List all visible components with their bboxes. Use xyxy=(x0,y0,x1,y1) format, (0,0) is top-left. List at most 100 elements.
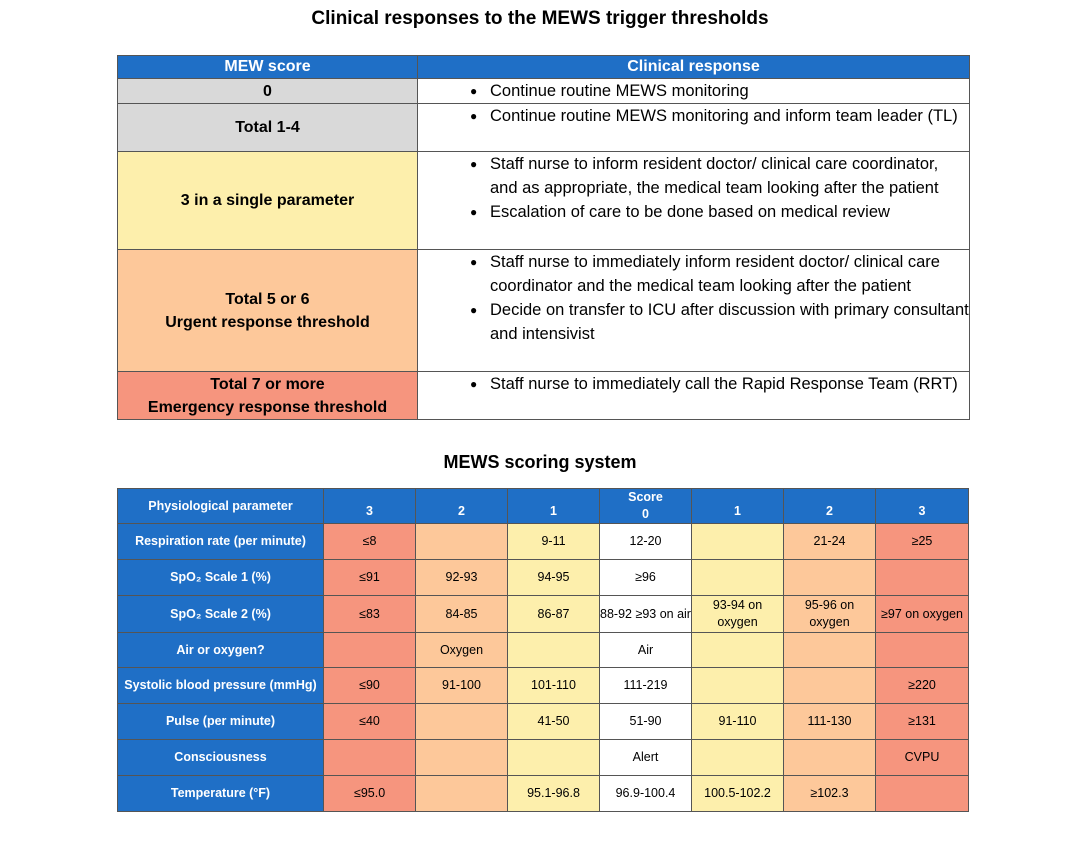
response-list: Staff nurse to immediately inform reside… xyxy=(418,250,969,346)
score-cell xyxy=(415,775,508,812)
clinical-response-cell: Staff nurse to immediately inform reside… xyxy=(417,249,970,372)
parameter-name: SpO₂ Scale 2 (%) xyxy=(117,595,324,633)
score-cell xyxy=(875,632,969,668)
scoring-row: Pulse (per minute) ≤40 41-50 51-90 91-110 111… xyxy=(117,703,969,740)
score-cell: 9-11 xyxy=(507,523,600,560)
score-cell: 94-95 xyxy=(507,559,600,596)
score-cell: 96.9-100.4 xyxy=(599,775,692,812)
score-cell xyxy=(415,703,508,740)
score-cell: CVPU xyxy=(875,739,969,776)
score-cell: 51-90 xyxy=(599,703,692,740)
mew-score-text: 3 in a single parameter xyxy=(180,192,355,209)
page-title: Clinical responses to the MEWS trigger t… xyxy=(311,8,769,29)
parameter-name: Air or oxygen? xyxy=(117,632,324,668)
scoring-system-title: MEWS scoring system xyxy=(443,452,637,472)
response-item: Staff nurse to inform resident doctor/ c… xyxy=(470,152,969,200)
score-cell: ≤40 xyxy=(323,703,416,740)
score-cell: 95.1-96.8 xyxy=(507,775,600,812)
parameter-name: Pulse (per minute) xyxy=(117,703,324,740)
score-cell xyxy=(323,632,416,668)
score-cell: ≤91 xyxy=(323,559,416,596)
parameter-name: Respiration rate (per minute) xyxy=(117,523,324,560)
mew-score-cell: 0 xyxy=(117,78,418,104)
response-row: Total 1-4 Continue routine MEWS monitorin… xyxy=(117,103,970,152)
score-cell xyxy=(691,739,784,776)
score-cell: Alert xyxy=(599,739,692,776)
score-cell: 12-20 xyxy=(599,523,692,560)
score-cell: 100.5-102.2 xyxy=(691,775,784,812)
score-column-header: 1 xyxy=(507,488,600,524)
score-cell: ≤8 xyxy=(323,523,416,560)
mew-score-text: 0 xyxy=(263,82,272,100)
scoring-row: Temperature (°F) ≤95.0 95.1-96.8 96.9-100.4… xyxy=(117,775,969,812)
score-cell: ≥131 xyxy=(875,703,969,740)
score-cell: Oxygen xyxy=(415,632,508,668)
score-cell xyxy=(691,667,784,704)
mew-score-cell: Total 5 or 6 Urgent response threshold xyxy=(117,249,418,372)
physiological-parameter-header: Physiological parameter xyxy=(117,488,324,524)
scoring-row: Air or oxygen? Oxygen Air xyxy=(117,632,969,668)
score-cell xyxy=(875,775,969,812)
mew-score-text: Total 7 or more xyxy=(210,375,325,393)
score-column-header: 3 xyxy=(323,488,416,524)
score-cell xyxy=(323,739,416,776)
score-cell xyxy=(415,523,508,560)
mew-score-text: Total 1-4 xyxy=(235,119,300,136)
mew-score-text: Urgent response threshold xyxy=(165,313,370,331)
scoring-row: Consciousness Alert CVPU xyxy=(117,739,969,776)
score-cell: 88-92 ≥93 on air xyxy=(599,595,692,633)
score-column-header: 3 xyxy=(875,488,969,524)
mew-score-cell: Total 7 or more Emergency response thresh… xyxy=(117,371,418,420)
score-cell: 86-87 xyxy=(507,595,600,633)
score-cell: 95-96 on oxygen xyxy=(783,595,876,633)
scoring-row: SpO₂ Scale 1 (%) ≤91 92-93 94-95 ≥96 xyxy=(117,559,969,596)
mew-score-text: Total 5 or 6 xyxy=(225,290,310,308)
score-cell xyxy=(507,739,600,776)
response-table-header: MEW score Clinical response xyxy=(117,55,970,79)
score-column-header: 1 xyxy=(691,488,784,524)
response-row: Total 5 or 6 Urgent response threshold Sta… xyxy=(117,249,970,372)
clinical-response-cell: Continue routine MEWS monitoring xyxy=(417,78,970,104)
score-column-header: 2 xyxy=(415,488,508,524)
score-value: 0 xyxy=(642,507,649,521)
score-cell: 111-130 xyxy=(783,703,876,740)
response-item: Staff nurse to immediately inform reside… xyxy=(470,250,969,298)
response-row: 0 Continue routine MEWS monitoring xyxy=(117,78,970,104)
scoring-row: Respiration rate (per minute) ≤8 9-11 12-20… xyxy=(117,523,969,560)
mew-score-cell: 3 in a single parameter xyxy=(117,151,418,250)
score-cell xyxy=(507,632,600,668)
score-cell: 21-24 xyxy=(783,523,876,560)
response-item: Escalation of care to be done based on m… xyxy=(470,200,969,224)
clinical-response-table: MEW score Clinical response 0 Continue ro… xyxy=(117,55,970,420)
score-cell: ≥25 xyxy=(875,523,969,560)
response-list: Staff nurse to immediately call the Rapi… xyxy=(418,372,969,396)
score-cell: ≤95.0 xyxy=(323,775,416,812)
response-row: 3 in a single parameter Staff nurse to in… xyxy=(117,151,970,250)
mew-score-text: Emergency response threshold xyxy=(147,398,388,416)
score-cell: ≥102.3 xyxy=(783,775,876,812)
mews-scoring-table: Physiological parameter 3 2 1 Score 0 1 2 3 Respi… xyxy=(117,488,969,812)
score-cell xyxy=(691,632,784,668)
score-column-header: 2 xyxy=(783,488,876,524)
score-cell: ≥220 xyxy=(875,667,969,704)
score-cell xyxy=(691,523,784,560)
score-cell: 91-100 xyxy=(415,667,508,704)
score-cell: 91-110 xyxy=(691,703,784,740)
mew-score-cell: Total 1-4 xyxy=(117,103,418,152)
response-item: Staff nurse to immediately call the Rapi… xyxy=(470,372,969,396)
parameter-name: Consciousness xyxy=(117,739,324,776)
clinical-response-header: Clinical response xyxy=(417,55,970,79)
score-cell xyxy=(783,739,876,776)
scoring-row: SpO₂ Scale 2 (%) ≤83 84-85 86-87 88-92 ≥93 o… xyxy=(117,595,969,633)
score-cell: 101-110 xyxy=(507,667,600,704)
clinical-response-cell: Staff nurse to inform resident doctor/ c… xyxy=(417,151,970,250)
score-cell: 111-219 xyxy=(599,667,692,704)
score-cell: 41-50 xyxy=(507,703,600,740)
score-label: Score xyxy=(628,490,663,504)
score-cell: 93-94 on oxygen xyxy=(691,595,784,633)
score-cell xyxy=(691,559,784,596)
response-item: Continue routine MEWS monitoring and inf… xyxy=(470,104,969,128)
response-row: Total 7 or more Emergency response thresh… xyxy=(117,371,970,420)
score-cell xyxy=(783,632,876,668)
parameter-name: SpO₂ Scale 1 (%) xyxy=(117,559,324,596)
